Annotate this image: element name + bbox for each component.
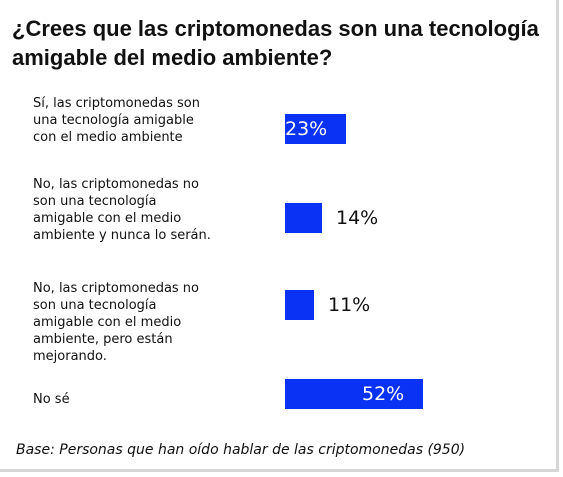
- category-label-line: una tecnología amigable: [33, 113, 194, 128]
- category-label-line: ambiente, pero están: [33, 332, 173, 347]
- category-label: No, las criptomonedas no son una tecnolog…: [33, 280, 253, 365]
- chart-title: ¿Crees que las criptomonedas son una tec…: [12, 16, 539, 70]
- data-label: 52%: [362, 383, 405, 405]
- category-label-line: son una tecnología: [33, 194, 157, 209]
- bar: [285, 203, 322, 233]
- data-label: 14%: [336, 207, 379, 229]
- category-label-line: No, las criptomonedas no: [33, 281, 200, 296]
- category-label-line: No, las criptomonedas no: [33, 177, 200, 192]
- bar: [285, 114, 346, 144]
- category-label-line: mejorando.: [33, 349, 107, 364]
- bar: [285, 290, 314, 320]
- category-label: Sí, las criptomonedas son una tecnología …: [33, 95, 253, 146]
- category-label: No, las criptomonedas no son una tecnolog…: [33, 176, 253, 244]
- category-label-line: amigable con el medio: [33, 211, 182, 226]
- chart-footnote: Base: Personas que han oído hablar de la…: [16, 442, 466, 458]
- category-label: No sé: [33, 391, 253, 408]
- data-label: 23%: [285, 118, 328, 140]
- category-label-line: son una tecnología: [33, 298, 157, 313]
- data-label: 11%: [328, 294, 371, 316]
- bar: [285, 379, 423, 409]
- category-label-line: con el medio ambiente: [33, 130, 183, 145]
- category-label-line: amigable con el medio: [33, 315, 182, 330]
- category-label-line: Sí, las criptomonedas son: [33, 96, 200, 111]
- category-label-line: No sé: [33, 392, 70, 407]
- category-label-line: ambiente y nunca lo serán.: [33, 228, 211, 243]
